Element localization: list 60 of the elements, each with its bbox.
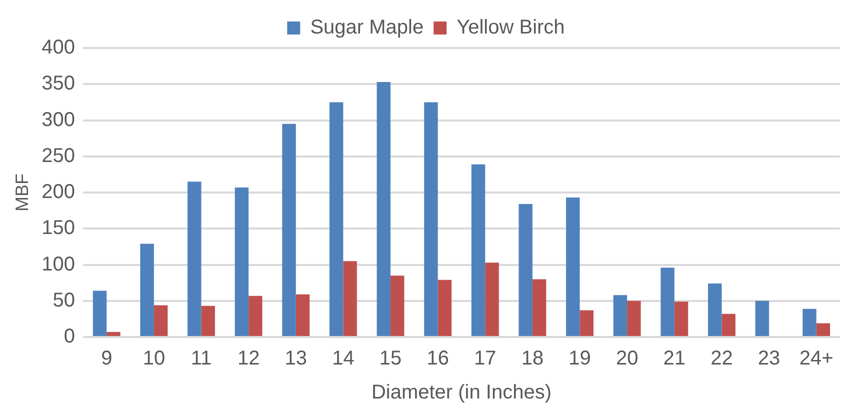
x-tick-label: 23 xyxy=(758,348,780,370)
bar xyxy=(376,82,391,336)
bar xyxy=(390,276,404,336)
bar xyxy=(234,187,249,336)
bar xyxy=(106,332,120,336)
x-tick-label: 24+ xyxy=(799,348,834,370)
x-tick-label: 11 xyxy=(190,348,212,370)
bar xyxy=(627,300,641,336)
bar xyxy=(518,204,532,336)
y-tick-label: 200 xyxy=(42,181,75,204)
bar xyxy=(755,300,770,336)
bar xyxy=(613,295,628,336)
x-tick-label: 17 xyxy=(474,348,496,370)
bar xyxy=(282,124,296,336)
y-tick-label: 50 xyxy=(52,289,75,312)
x-tick-label: 20 xyxy=(616,348,638,370)
x-tick-label: 13 xyxy=(284,348,308,370)
bar xyxy=(674,302,688,336)
bar xyxy=(580,310,594,336)
bar xyxy=(140,244,154,336)
y-tick-label: 350 xyxy=(42,72,75,95)
bar xyxy=(471,164,486,336)
bar xyxy=(424,102,438,336)
y-axis-title: MBF xyxy=(12,174,32,212)
bar xyxy=(722,314,736,336)
x-tick-label: 9 xyxy=(101,348,112,370)
y-tick-label: 300 xyxy=(42,108,75,131)
x-tick-label: 14 xyxy=(332,348,354,370)
x-tick-label: 10 xyxy=(142,348,166,370)
bar xyxy=(532,279,546,336)
x-tick-label: 16 xyxy=(426,348,449,370)
y-tick-label: 250 xyxy=(42,144,75,167)
x-tick-label: 12 xyxy=(237,348,260,370)
y-tick-label: 100 xyxy=(42,253,75,276)
y-tick-label: 150 xyxy=(42,217,75,240)
bar xyxy=(92,290,107,336)
bar xyxy=(296,294,310,336)
bar xyxy=(816,323,830,336)
x-axis-title: Diameter (in Inches) xyxy=(371,382,552,404)
legend-label: Yellow Birch xyxy=(456,16,565,39)
bar xyxy=(566,198,580,336)
x-tick-label: 19 xyxy=(568,348,591,370)
bar xyxy=(660,268,674,336)
bar xyxy=(802,308,816,336)
bar xyxy=(438,280,452,336)
bar xyxy=(248,296,262,336)
bar xyxy=(343,261,357,336)
y-tick-label: 0 xyxy=(64,326,75,348)
x-tick-label: 21 xyxy=(663,348,686,370)
bar xyxy=(708,284,722,336)
bar xyxy=(188,182,202,336)
legend-label: Sugar Maple xyxy=(310,16,424,39)
x-tick-label: 15 xyxy=(379,348,402,370)
bar xyxy=(485,262,499,336)
x-tick-label: 18 xyxy=(521,348,544,370)
bar xyxy=(329,102,344,336)
bar xyxy=(201,306,215,336)
y-tick-label: 400 xyxy=(42,36,75,59)
bar xyxy=(154,305,168,336)
x-tick-label: 22 xyxy=(710,348,733,370)
